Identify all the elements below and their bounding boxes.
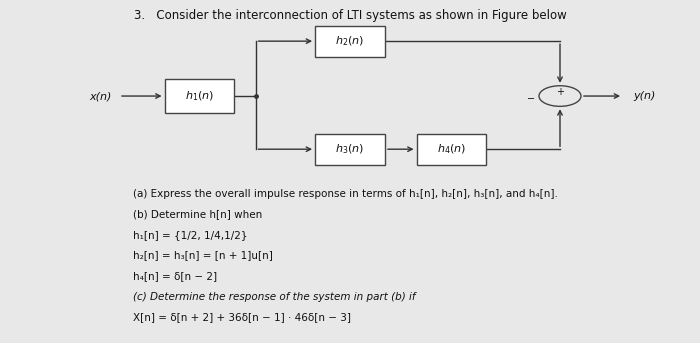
Text: $h_2(n)$: $h_2(n)$: [335, 34, 365, 48]
FancyBboxPatch shape: [164, 79, 235, 113]
Text: $h_3(n)$: $h_3(n)$: [335, 142, 365, 156]
Text: −: −: [527, 94, 536, 104]
Text: (a) Express the overall impulse response in terms of h₁[n], h₂[n], h₃[n], and h₄: (a) Express the overall impulse response…: [133, 189, 558, 199]
Text: (b) Determine h[n] when: (b) Determine h[n] when: [133, 209, 262, 220]
FancyBboxPatch shape: [315, 134, 385, 165]
Text: $h_1(n)$: $h_1(n)$: [185, 89, 214, 103]
FancyBboxPatch shape: [315, 26, 385, 57]
Text: +: +: [556, 87, 564, 97]
Text: (c) Determine the response of the system in part (b) if: (c) Determine the response of the system…: [133, 292, 416, 302]
Text: 3.   Consider the interconnection of LTI systems as shown in Figure below: 3. Consider the interconnection of LTI s…: [134, 9, 566, 22]
Text: h₁[n] = {1/2, 1/4,1/2}: h₁[n] = {1/2, 1/4,1/2}: [133, 230, 248, 240]
Text: $h_4(n)$: $h_4(n)$: [437, 142, 466, 156]
Text: h₄[n] = δ[n − 2]: h₄[n] = δ[n − 2]: [133, 271, 217, 281]
FancyBboxPatch shape: [416, 134, 486, 165]
Text: h₂[n] = h₃[n] = [n + 1]u[n]: h₂[n] = h₃[n] = [n + 1]u[n]: [133, 250, 273, 261]
Text: x(n): x(n): [90, 91, 112, 101]
Text: y(n): y(n): [634, 91, 656, 101]
Text: X[n] = δ[n + 2] + 36δ[n − 1] · 46δ[n − 3]: X[n] = δ[n + 2] + 36δ[n − 1] · 46δ[n − 3…: [133, 312, 351, 322]
